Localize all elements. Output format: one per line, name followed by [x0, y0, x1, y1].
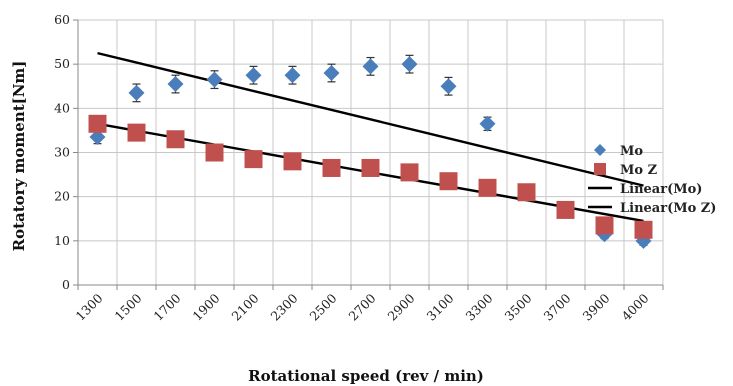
- mo-point: [284, 67, 301, 84]
- x-tick-label: 2700: [346, 290, 379, 323]
- x-tick-label: 2500: [307, 290, 340, 323]
- x-tick-label: 1300: [73, 290, 106, 323]
- legend-swatch-mo-z: [594, 163, 606, 175]
- mo-z-point: [634, 220, 653, 239]
- mo-z-point: [400, 163, 419, 182]
- mo-z-point: [595, 216, 614, 235]
- mo-point: [245, 67, 262, 84]
- x-tick-label: 2900: [385, 290, 418, 323]
- y-tick-label: 40: [54, 100, 70, 115]
- x-axis-label: Rotational speed (rev / min): [248, 367, 484, 385]
- axes: [73, 19, 664, 290]
- mo-point: [167, 76, 184, 93]
- y-tick-label: 10: [54, 233, 70, 248]
- mo-z-point: [127, 123, 146, 142]
- y-tick-label: 0: [62, 277, 70, 292]
- mo-z-point: [361, 158, 380, 177]
- mo-z-point: [322, 158, 341, 177]
- legend-swatch-mo: [594, 144, 606, 156]
- legend-label: Linear(Mo Z): [620, 201, 716, 216]
- x-tick-label: 1700: [151, 290, 184, 323]
- legend-label: Mo Z: [620, 163, 658, 178]
- y-tick-label: 30: [54, 145, 70, 160]
- legend-label: Linear(Mo): [620, 182, 702, 197]
- trendline: [97, 51, 644, 187]
- mo-z-point: [517, 183, 536, 202]
- mo-z-point: [556, 200, 575, 219]
- y-tick-label: 20: [54, 189, 70, 204]
- mo-point: [479, 115, 496, 132]
- x-tick-label: 3100: [424, 290, 457, 323]
- mo-z-point: [244, 150, 263, 169]
- mo-z-point: [439, 172, 458, 191]
- tick-labels: 0 10 20 30 40 50 60 1300 1500 1700 1900 2100 2300 250…: [54, 12, 652, 324]
- mo-point: [401, 56, 418, 73]
- mo-z-point: [88, 114, 107, 133]
- x-tick-label: 3900: [580, 290, 613, 323]
- mo-point: [206, 71, 223, 88]
- x-tick-label: 3500: [502, 290, 535, 323]
- x-tick-label: 1900: [190, 290, 223, 323]
- x-tick-label: 3300: [463, 290, 496, 323]
- x-tick-label: 2300: [268, 290, 301, 323]
- x-tick-label: 2100: [229, 290, 262, 323]
- mo-point: [362, 58, 379, 75]
- x-tick-label: 1500: [112, 290, 145, 323]
- mo-z-point: [478, 178, 497, 197]
- mo-z-point: [166, 130, 185, 149]
- mo-point: [89, 129, 106, 146]
- legend-label: Mo: [620, 144, 643, 159]
- y-tick-label: 50: [54, 56, 70, 71]
- legend: Mo Mo Z Linear(Mo) Linear(Mo Z): [588, 144, 716, 216]
- y-tick-label: 60: [54, 12, 70, 27]
- mo-point: [440, 78, 457, 95]
- data-series: [88, 54, 653, 249]
- x-tick-label: 3700: [541, 290, 574, 323]
- y-axis-label: Rotatory moment[Nm]: [10, 61, 28, 252]
- x-tick-label: 4000: [619, 290, 652, 323]
- mo-point: [128, 84, 145, 101]
- mo-point: [323, 65, 340, 81]
- mo-z-point: [205, 143, 224, 162]
- mo-z-point: [283, 152, 302, 171]
